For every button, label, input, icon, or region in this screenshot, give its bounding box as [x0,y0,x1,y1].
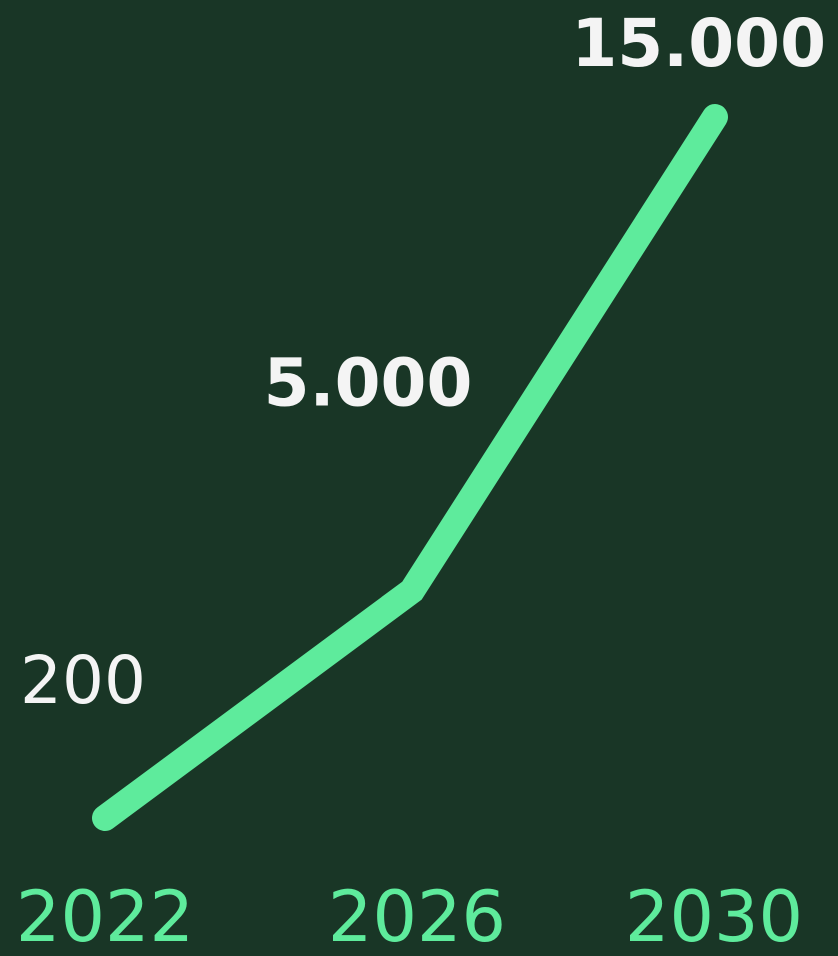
data-label: 15.000 [571,5,826,82]
data-label: 200 [20,642,146,719]
line [92,104,728,831]
data-label: 5.000 [264,345,473,422]
x-tick-label: 2026 [328,876,506,956]
x-tick-label: 2022 [16,876,194,956]
x-tick-label: 2030 [625,876,803,956]
